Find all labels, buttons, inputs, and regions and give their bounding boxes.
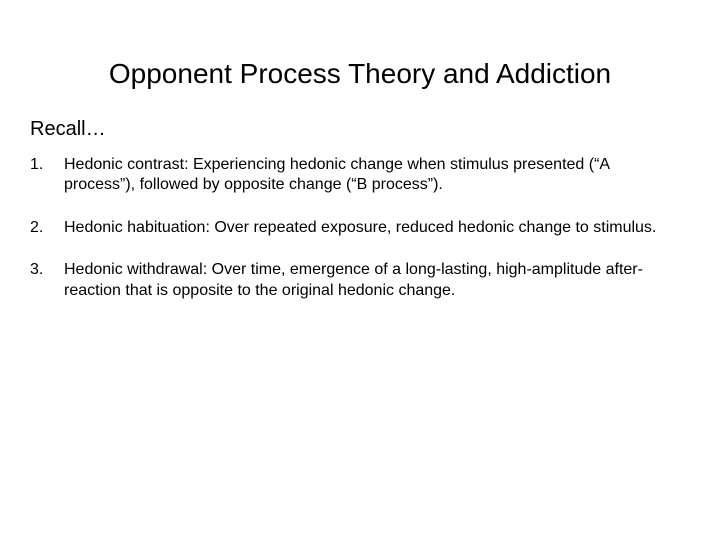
list-text: Hedonic contrast: Experiencing hedonic c… [64,155,680,196]
list-item: 2. Hedonic habituation: Over repeated ex… [30,218,680,238]
list-item: 1. Hedonic contrast: Experiencing hedoni… [30,155,680,196]
list-item: 3. Hedonic withdrawal: Over time, emerge… [30,260,680,301]
list-text: Hedonic withdrawal: Over time, emergence… [64,260,680,301]
slide-subheading: Recall… [30,118,720,141]
list-number: 2. [30,218,64,238]
list-number: 1. [30,155,64,196]
list-text: Hedonic habituation: Over repeated expos… [64,218,680,238]
numbered-list: 1. Hedonic contrast: Experiencing hedoni… [0,155,720,301]
list-number: 3. [30,260,64,301]
slide-title: Opponent Process Theory and Addiction [0,0,720,118]
slide: Opponent Process Theory and Addiction Re… [0,0,720,540]
